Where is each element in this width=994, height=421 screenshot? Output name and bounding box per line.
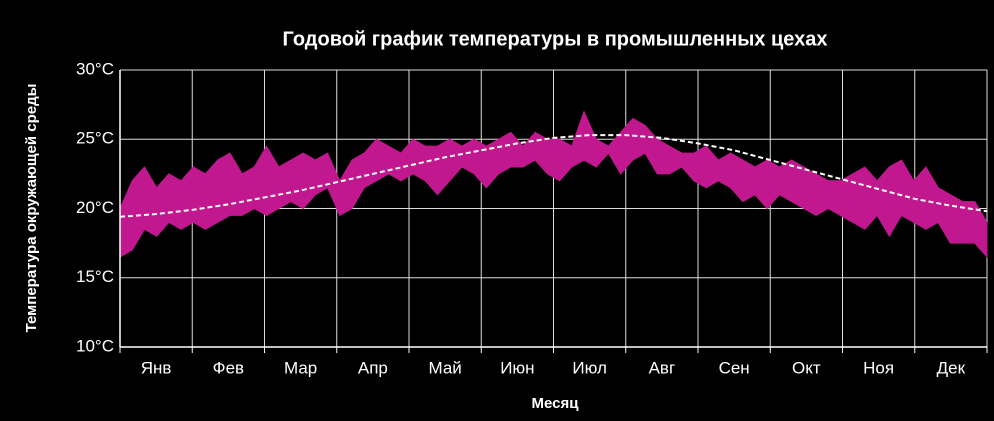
y-tick-label: 15°C	[76, 267, 114, 286]
x-tick-label: Май	[428, 358, 461, 377]
y-tick-label: 20°C	[76, 198, 114, 217]
x-tick-label: Дек	[937, 358, 966, 377]
temperature-band	[119, 110, 988, 259]
x-tick-label: Ноя	[863, 358, 894, 377]
x-tick-label: Апр	[358, 358, 388, 377]
x-tick-label: Июн	[500, 358, 534, 377]
x-tick-label: Сен	[719, 358, 750, 377]
y-tick-label: 25°C	[76, 129, 114, 148]
y-tick-label: 30°C	[76, 59, 114, 78]
y-axis-label: Температура окружающей среды	[23, 84, 40, 333]
x-tick-label: Мар	[284, 358, 317, 377]
x-tick-label: Окт	[792, 358, 821, 377]
trend-line	[119, 134, 988, 218]
chart-title: Годовой график температуры в промышленны…	[283, 28, 828, 50]
x-axis-label: Месяц	[532, 395, 580, 412]
x-tick-label: Авг	[649, 358, 676, 377]
x-tick-label: Июл	[572, 358, 607, 377]
x-tick-label: Янв	[141, 358, 172, 377]
x-tick-label: Фев	[213, 358, 244, 377]
y-tick-label: 10°C	[76, 336, 114, 355]
